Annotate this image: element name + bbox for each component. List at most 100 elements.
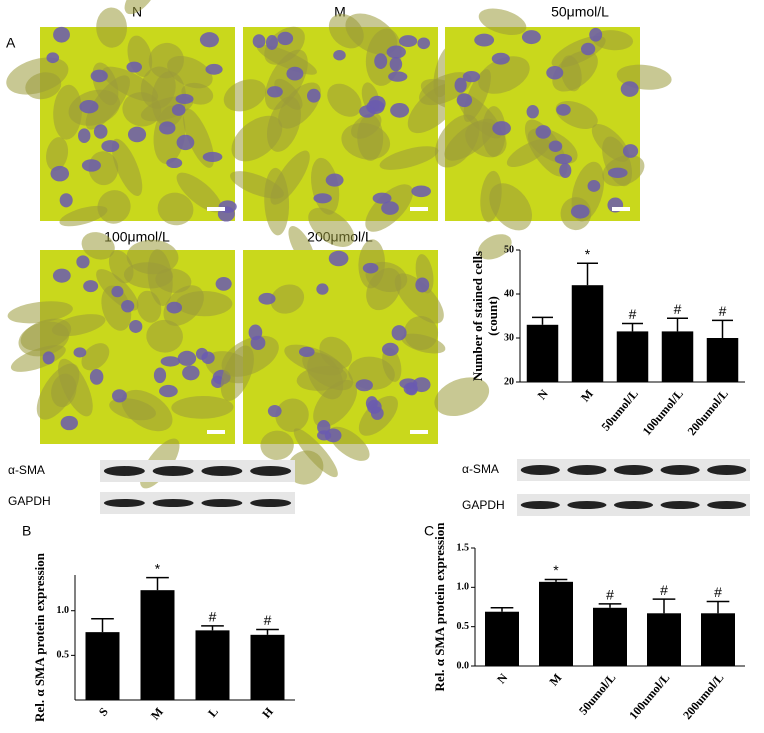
y-tick-label: 20 xyxy=(504,376,514,387)
blot-band xyxy=(707,465,747,475)
cell-stain xyxy=(379,146,439,170)
scale-bar xyxy=(207,430,225,434)
nucleus xyxy=(160,356,181,367)
nucleus xyxy=(60,415,78,431)
nucleus xyxy=(112,389,127,403)
nucleus xyxy=(159,121,176,135)
nucleus xyxy=(526,105,539,119)
cell-stain xyxy=(81,232,115,260)
nucleus xyxy=(199,32,219,48)
nucleus xyxy=(46,52,60,64)
bar xyxy=(616,331,649,382)
nucleus xyxy=(474,33,495,47)
x-tick-label: S xyxy=(96,704,111,718)
annotation: * xyxy=(585,246,591,262)
x-tick-label: M xyxy=(546,671,564,689)
blot-band xyxy=(613,501,654,509)
blot-label: GAPDH xyxy=(8,494,51,508)
panel-label: A xyxy=(6,35,16,51)
nucleus xyxy=(317,420,331,435)
bar xyxy=(85,632,120,700)
cell-stain xyxy=(96,7,128,48)
nucleus xyxy=(298,346,315,357)
bar xyxy=(647,613,681,666)
nucleus xyxy=(381,201,399,215)
nucleus xyxy=(166,157,183,169)
annotation: # xyxy=(209,609,217,625)
bar xyxy=(706,338,739,382)
bar xyxy=(571,285,604,382)
nucleus xyxy=(59,193,73,208)
micrograph-label: M xyxy=(334,4,346,20)
x-tick-label: L xyxy=(205,705,221,720)
nucleus xyxy=(42,351,55,365)
cell-stain xyxy=(260,430,294,460)
annotation: # xyxy=(606,587,614,603)
nucleus xyxy=(76,255,90,269)
y-tick-label: 50 xyxy=(504,244,514,255)
blot-band xyxy=(103,499,145,507)
y-axis-title: Rel. α SMA protein expression xyxy=(32,552,47,722)
y-tick-label: 1.0 xyxy=(57,605,70,616)
bar xyxy=(539,581,573,666)
cell-stain xyxy=(480,170,502,223)
nucleus xyxy=(607,167,628,179)
cell-stain xyxy=(88,151,119,186)
panel-label: B xyxy=(22,523,31,539)
annotation: # xyxy=(719,303,727,319)
cell-stain xyxy=(157,192,194,226)
nucleus xyxy=(177,350,197,366)
blot-band xyxy=(707,501,747,509)
nucleus xyxy=(126,61,143,73)
scale-bar xyxy=(410,207,428,211)
nucleus xyxy=(250,335,266,351)
cell-stain xyxy=(230,171,284,199)
blot-band xyxy=(520,465,560,475)
bar xyxy=(250,634,285,700)
blot-band xyxy=(201,499,243,507)
nucleus xyxy=(252,34,266,48)
nucleus xyxy=(127,126,147,143)
nucleus xyxy=(73,347,87,358)
cell-stain xyxy=(506,138,551,168)
cell-stain xyxy=(121,389,173,432)
nucleus xyxy=(307,88,321,103)
nucleus xyxy=(462,70,481,83)
blot-strip xyxy=(100,460,295,482)
cell-stain xyxy=(478,8,527,36)
nucleus xyxy=(388,71,408,82)
x-tick-label: 200umol/L xyxy=(680,671,726,722)
nucleus xyxy=(587,180,601,192)
nucleus xyxy=(121,299,135,313)
y-tick-label: 0.0 xyxy=(457,660,470,671)
x-tick-label: N xyxy=(535,386,552,402)
blot-label: GAPDH xyxy=(462,498,505,512)
x-tick-label: 100umol/L xyxy=(640,387,686,438)
micrograph-label: 50μmol/L xyxy=(551,4,609,20)
cell-stain xyxy=(97,190,131,224)
nucleus xyxy=(546,66,564,80)
nucleus xyxy=(258,292,276,305)
bar xyxy=(485,611,519,666)
annotation: * xyxy=(553,562,559,578)
nucleus xyxy=(381,342,399,356)
nucleus xyxy=(372,192,392,204)
cell-stain xyxy=(7,301,73,324)
blot-band xyxy=(567,501,607,509)
cell-stain xyxy=(302,351,354,391)
cell-stain xyxy=(267,96,301,152)
nucleus xyxy=(316,283,329,295)
nucleus xyxy=(535,125,551,139)
cell-stain xyxy=(293,428,338,478)
bar xyxy=(593,607,627,666)
cell-stain xyxy=(434,377,490,417)
x-tick-label: N xyxy=(494,670,511,686)
nucleus xyxy=(286,66,304,81)
nucleus xyxy=(313,193,332,204)
y-tick-label: 30 xyxy=(504,332,514,343)
y-tick-label: 0.5 xyxy=(57,650,70,661)
bar xyxy=(661,331,694,382)
cell-stain xyxy=(394,273,444,324)
cell-stain xyxy=(382,347,402,382)
